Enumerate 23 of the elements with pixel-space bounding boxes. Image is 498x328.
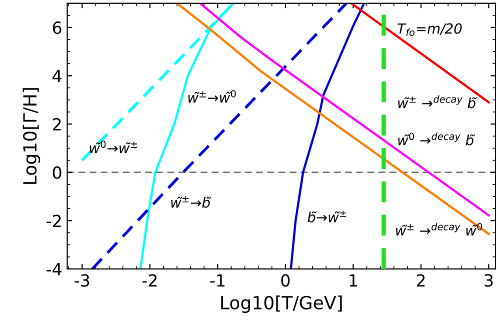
annotation: w̃$^{±}$→b̃ xyxy=(171,196,212,208)
x-tick-label: -3 xyxy=(74,274,90,287)
annotation: b̃→w̃$^{±}$ xyxy=(308,210,346,222)
y-tick-label: -4 xyxy=(46,263,62,276)
x-axis-title: Log10[T/GeV] xyxy=(221,296,342,313)
annotation: w̃$^{±}$→w̃$^{0}$ xyxy=(188,90,236,103)
x-tick-label: -2 xyxy=(142,274,157,286)
y-tick-label: -2 xyxy=(46,214,61,227)
x-tick-label: 1 xyxy=(350,274,357,286)
annotation: w̃$^{0}$ →$^{decay}$ b̃ xyxy=(398,132,475,146)
annotation: w̃$^{0}$→w̃$^{±}$ xyxy=(90,140,137,154)
annotation: T$_{fo}$=m/20 xyxy=(398,23,462,36)
line-series xyxy=(290,3,366,269)
y-tick-label: 2 xyxy=(52,118,61,130)
y-axis-title: Log10[Γ/H] xyxy=(22,88,40,184)
x-tick-label: 2 xyxy=(416,274,425,286)
x-tick-label: -1 xyxy=(210,274,224,286)
x-tick-label: 0 xyxy=(281,274,290,287)
annotation: w̃$^{±}$ →$^{decay}$ b̃ xyxy=(398,95,477,108)
y-tick-label: 4 xyxy=(52,70,62,82)
y-tick-label: 6 xyxy=(52,21,62,34)
y-tick-label: 0 xyxy=(52,166,62,179)
x-tick-label: 3 xyxy=(484,274,493,287)
